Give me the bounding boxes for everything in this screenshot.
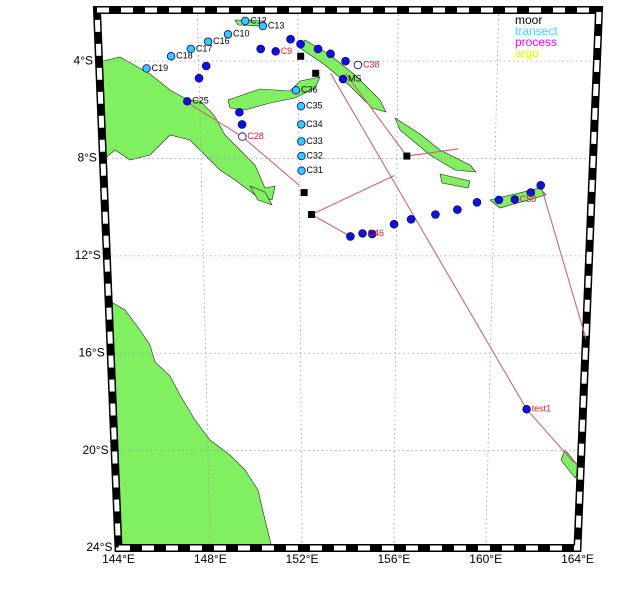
station-label: C10: [233, 29, 250, 39]
station-label: C33: [306, 136, 323, 146]
station-point: [194, 73, 204, 83]
station-label: C16: [213, 36, 230, 46]
station: [258, 21, 268, 31]
lat-label: 4°S: [74, 53, 93, 67]
station-point: [341, 56, 350, 66]
station: [338, 74, 348, 84]
station: [353, 60, 363, 70]
station-point: [286, 34, 295, 44]
station-point: [431, 210, 440, 219]
station: [238, 132, 247, 141]
lat-label: 24°S: [86, 540, 112, 554]
station: [142, 64, 151, 73]
station-point: [389, 219, 399, 229]
station-label: C28: [247, 131, 264, 141]
station-label: test1: [532, 404, 552, 414]
station-label: C38: [363, 59, 380, 69]
mooring: [300, 189, 308, 197]
station: [271, 47, 280, 56]
station-label: C32: [306, 150, 323, 160]
station: [186, 44, 196, 54]
station-label: C17: [196, 43, 213, 53]
station-point: [237, 120, 247, 129]
station-point: [526, 188, 536, 197]
station: [297, 137, 306, 146]
station-label: C31: [307, 165, 324, 175]
station: [297, 166, 306, 175]
land: [98, 19, 581, 549]
station: [291, 86, 301, 95]
lon-label: 164°E: [561, 552, 594, 566]
station: [203, 37, 213, 46]
meridian: [485, 9, 499, 549]
station: [522, 405, 531, 414]
station-point: [235, 107, 244, 117]
station-label: C13: [268, 20, 285, 30]
station-point: [453, 205, 462, 214]
legend-entry: argo: [515, 46, 539, 60]
station-point: [201, 61, 211, 71]
station-label: C58: [520, 194, 537, 204]
louisiade: [249, 185, 273, 206]
mooring: [297, 52, 305, 60]
station-point: [346, 232, 355, 241]
station: [183, 97, 192, 106]
vanuatu: [560, 449, 581, 479]
station: [296, 120, 306, 129]
lat-label: 16°S: [79, 345, 105, 359]
lon-label: 160°E: [469, 552, 502, 566]
station-point: [326, 49, 335, 59]
station-label: C35: [306, 101, 323, 111]
lon-label: 152°E: [286, 552, 319, 566]
lat-label: 20°S: [82, 443, 108, 457]
solomons-south: [439, 173, 471, 189]
lon-label: 148°E: [194, 552, 227, 566]
station-label: C36: [301, 85, 318, 95]
legend-entry: process: [515, 35, 557, 49]
station-point: [367, 229, 377, 239]
station-point: [296, 39, 305, 49]
station: [296, 101, 306, 111]
solomons-north: [394, 117, 477, 173]
station: [241, 16, 250, 26]
station-point: [472, 198, 482, 207]
station-label: C19: [152, 63, 169, 73]
station: [510, 195, 519, 204]
australia: [107, 299, 273, 549]
station: [297, 151, 306, 161]
station-point: [313, 44, 323, 54]
mooring: [312, 69, 320, 77]
lat-label: 12°S: [75, 248, 101, 262]
station-point: [494, 195, 504, 205]
station: [358, 229, 367, 238]
station: [166, 52, 176, 61]
lon-label: 156°E: [377, 552, 410, 566]
station-point: [406, 215, 416, 224]
frame-ticks: [94, 7, 602, 551]
legend-entry: transect: [515, 24, 558, 38]
station-label: C34: [306, 119, 323, 129]
lon-label: 144°E: [102, 552, 135, 566]
legend-entry: moor: [515, 13, 542, 27]
station-label: C9: [281, 46, 293, 56]
station-label: MS: [348, 74, 362, 84]
station-point: [256, 44, 265, 54]
new-guinea: [98, 56, 276, 201]
station-label: C46: [368, 228, 385, 238]
station-label: C18: [176, 51, 193, 61]
station-label: C25: [192, 96, 209, 106]
station: [223, 30, 233, 39]
lat-label: 8°S: [77, 151, 96, 165]
station-label: C12: [250, 15, 267, 25]
mooring: [308, 210, 316, 218]
mooring: [403, 152, 411, 160]
station-point: [536, 180, 546, 190]
meridian: [393, 9, 399, 549]
